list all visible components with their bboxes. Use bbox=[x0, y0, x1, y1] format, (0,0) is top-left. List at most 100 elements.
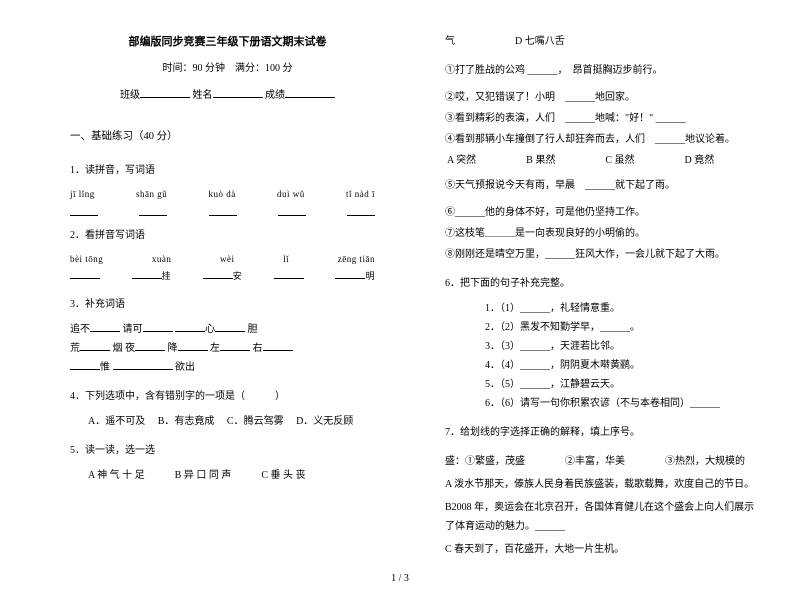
q1-blank bbox=[70, 205, 98, 216]
q1-blank-row bbox=[70, 205, 385, 216]
right-column: 气 D 七嘴八舌 ①打了胜战的公鸡 ______， 昂首挺胸迈步前行。 ②哎，又… bbox=[445, 32, 760, 559]
blank bbox=[80, 340, 110, 351]
q2-blank bbox=[335, 268, 365, 279]
q3-line1: 追不 请可 心 胆 bbox=[70, 320, 385, 339]
label-score: 成绩 bbox=[265, 90, 285, 101]
blank bbox=[220, 340, 250, 351]
label-name: 姓名 bbox=[193, 90, 213, 101]
q2-py-0: bèi tōng bbox=[70, 251, 103, 268]
line-2: ②哎，又犯错误了！小明 ______地回家。 bbox=[445, 88, 760, 107]
q6-item-5: 5．（5）______，江静碧云天。 bbox=[485, 375, 760, 394]
q3-line2: 荒 烟 夜 降 左 右 bbox=[70, 339, 385, 358]
blank bbox=[70, 359, 100, 370]
q2-ch-4: 明 bbox=[335, 268, 375, 285]
q5-options: A 神 气 十 足 B 异 口 同 声 C 垂 头 丧 bbox=[70, 466, 385, 485]
blank bbox=[263, 340, 293, 351]
q5-opt-c: C 垂 头 丧 bbox=[261, 466, 305, 485]
q2-ch-3 bbox=[274, 268, 304, 285]
q5-heading: 5．读一读，选一选 bbox=[70, 441, 385, 460]
q1-pinyin-row: jī lǐng shān gǔ kuò dà duì wǔ tǐ nàd ī bbox=[70, 186, 385, 203]
q2-ch-1: 挂 bbox=[132, 268, 172, 285]
blank bbox=[143, 321, 173, 332]
left-column: 部编版同步竞赛三年级下册语文期末试卷 时间：90 分钟 满分：100 分 班级 … bbox=[70, 32, 385, 559]
q6-heading: 6．把下面的句子补充完整。 bbox=[445, 274, 760, 293]
line-5: ⑤天气预报说今天有雨，早晨 ______就下起了雨。 bbox=[445, 176, 760, 195]
q2-py-1: xuàn bbox=[152, 251, 172, 268]
blank bbox=[215, 321, 245, 332]
q2-py-4: zēng tiān bbox=[338, 251, 375, 268]
opt-c: C 虽然 bbox=[605, 151, 634, 170]
q1-py-4: tǐ nàd ī bbox=[346, 186, 375, 203]
q4-opt-c: C．腾云驾雾 bbox=[227, 416, 284, 427]
blank bbox=[135, 340, 165, 351]
q1-py-3: duì wǔ bbox=[277, 186, 305, 203]
line-7: ⑦这枝笔＿＿＿是一向表现良好的小明偷的。 bbox=[445, 224, 760, 243]
opt-b: B 果然 bbox=[526, 151, 555, 170]
q1-heading: 1．读拼音，写词语 bbox=[70, 161, 385, 180]
opt-a: A 突然 bbox=[447, 151, 476, 170]
blank-name bbox=[213, 87, 263, 98]
top-opt-d: D 七嘴八舌 bbox=[515, 32, 565, 51]
top-qi: 气 bbox=[445, 32, 455, 51]
q6-item-2: 2．（2）黑发不知勤学早，______。 bbox=[485, 318, 760, 337]
q2-heading: 2．看拼音写词语 bbox=[70, 226, 385, 245]
q7-opt-c: C 春天到了，百花盛开，大地一片生机。 bbox=[445, 540, 760, 559]
q2-blank bbox=[203, 268, 233, 279]
q1-blank bbox=[278, 205, 306, 216]
q4-heading: 4．下列选项中，含有错别字的一项是（ ） bbox=[70, 387, 385, 406]
q2-pinyin-row: bèi tōng xuàn wèi lǐ zēng tiān bbox=[70, 251, 385, 268]
blank bbox=[175, 321, 205, 332]
q6-list: 1．（1）______，礼轻情意重。 2．（2）黑发不知勤学早，______。 … bbox=[445, 299, 760, 413]
exam-title: 部编版同步竞赛三年级下册语文期末试卷 bbox=[70, 32, 385, 53]
q7-opt-b: B2008 年，奥运会在北京召开，各国体育健儿在这个盛会上向人们展示了体育运动的… bbox=[445, 498, 760, 536]
q4-options: A．遥不可及 B．有志竟成 C．腾云驾雾 D．义无反顾 bbox=[70, 412, 385, 431]
q1-blank bbox=[209, 205, 237, 216]
q1-blank bbox=[139, 205, 167, 216]
top-continuation: 气 D 七嘴八舌 bbox=[445, 32, 760, 51]
section-heading: 一、基础练习（40 分） bbox=[70, 127, 385, 147]
q6-item-1: 1．（1）______，礼轻情意重。 bbox=[485, 299, 760, 318]
q7-sheng: 盛：①繁盛，茂盛 ②丰富，华美 ③热烈，大规模的 bbox=[445, 452, 760, 471]
exam-timeinfo: 时间：90 分钟 满分：100 分 bbox=[70, 59, 385, 78]
q3-heading: 3．补充词语 bbox=[70, 295, 385, 314]
blank-class bbox=[140, 87, 190, 98]
q1-py-0: jī lǐng bbox=[70, 186, 95, 203]
q6-item-3: 3．（3）______，天涯若比邻。 bbox=[485, 337, 760, 356]
q1-py-2: kuò dà bbox=[208, 186, 235, 203]
blank bbox=[90, 321, 120, 332]
line-1: ①打了胜战的公鸡 ______， 昂首挺胸迈步前行。 bbox=[445, 61, 760, 80]
q2-char-row: 挂 安 明 bbox=[70, 268, 385, 285]
q3-line3: 惟 欲出 bbox=[70, 358, 385, 377]
q2-blank bbox=[70, 268, 100, 279]
student-info-row: 班级 姓名 成绩 bbox=[70, 86, 385, 105]
q2-ch-2: 安 bbox=[203, 268, 243, 285]
blank bbox=[178, 340, 208, 351]
q6-item-4: 4．（4）______，阴阴夏木啭黄鹂。 bbox=[485, 356, 760, 375]
q2-py-2: wèi bbox=[220, 251, 235, 268]
q4-opt-a: A．遥不可及 bbox=[88, 416, 145, 427]
q2-ch-0 bbox=[70, 268, 100, 285]
q5-opt-b: B 异 口 同 声 bbox=[175, 466, 232, 485]
line-3: ③看到精彩的表演，人们 ______地喊："好！" ______ bbox=[445, 109, 760, 128]
q6-item-6: 6．（6）请写一句你积累农谚（不与本卷相同）______ bbox=[485, 394, 760, 413]
label-class: 班级 bbox=[120, 90, 140, 101]
blank bbox=[143, 359, 173, 370]
q1-blank bbox=[347, 205, 375, 216]
blank bbox=[113, 359, 143, 370]
q2-blank bbox=[274, 268, 304, 279]
line-6: ⑥______他的身体不好，可是他仍坚持工作。 bbox=[445, 203, 760, 222]
page-number: 1 / 3 bbox=[0, 573, 800, 584]
q7-heading: 7．给划线的字选择正确的解释，填上序号。 bbox=[445, 423, 760, 442]
q5-opt-a: A 神 气 十 足 bbox=[88, 466, 145, 485]
blank-score bbox=[285, 87, 335, 98]
q2-py-3: lǐ bbox=[283, 251, 289, 268]
abcd-options: A 突然 B 果然 C 虽然 D 竟然 bbox=[445, 151, 760, 170]
line-8: ⑧刚刚还是晴空万里，______狂风大作，一会儿就下起了大雨。 bbox=[445, 245, 760, 264]
q2-blank bbox=[132, 268, 162, 279]
opt-d: D 竟然 bbox=[685, 151, 715, 170]
q4-opt-b: B．有志竟成 bbox=[158, 416, 215, 427]
q4-opt-d: D．义无反顾 bbox=[296, 416, 353, 427]
q7-opt-a: A 泼水节那天，傣族人民身着民族盛装，载歌载舞，欢度自己的节日。 bbox=[445, 475, 760, 494]
q1-py-1: shān gǔ bbox=[136, 186, 167, 203]
line-4: ④看到那辆小车撞倒了行人却狂奔而去，人们 ______地议论着。 bbox=[445, 130, 760, 149]
